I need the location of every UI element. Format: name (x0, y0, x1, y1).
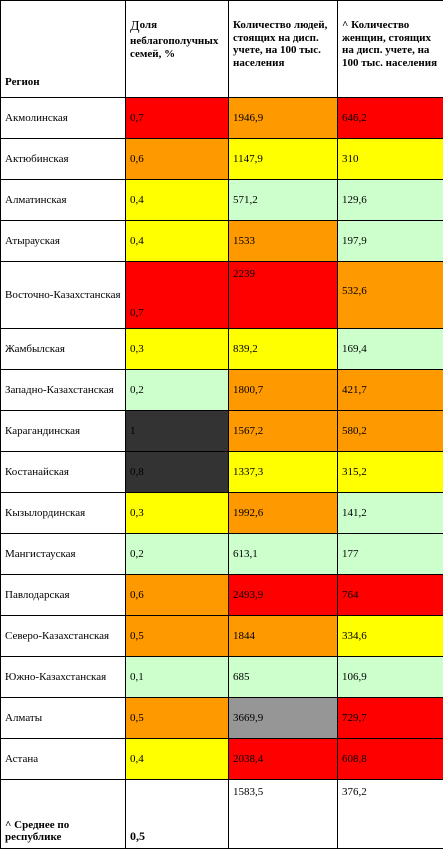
people-cell: 571,2 (229, 180, 338, 221)
share-cell: 0,6 (126, 139, 229, 180)
share-cell: 0,2 (126, 534, 229, 575)
table-row: Астана 0,4 2038,4 608,8 (1, 739, 443, 780)
region-cell: Алматы (1, 698, 126, 739)
table-row: Акмолинская 0,7 1946,9 646,2 (1, 98, 443, 139)
people-cell: 839,2 (229, 329, 338, 370)
women-cell: 421,7 (338, 370, 443, 411)
women-cell: 334,6 (338, 616, 443, 657)
women-cell: 141,2 (338, 493, 443, 534)
people-cell: 3669,9 (229, 698, 338, 739)
table-row: Костанайская 0,8 1337,3 315,2 (1, 452, 443, 493)
share-cell: 0,7 (126, 262, 229, 329)
people-cell: 1567,2 (229, 411, 338, 452)
share-cell: 0,3 (126, 493, 229, 534)
people-cell: 685 (229, 657, 338, 698)
region-cell: Костанайская (1, 452, 126, 493)
table-row: Карагандинская 1 1567,2 580,2 (1, 411, 443, 452)
table-row: Мангистауская 0,2 613,1 177 (1, 534, 443, 575)
average-row: ^ Среднее по республике 0,5 1583,5 376,2 (1, 780, 443, 849)
share-cell: 1 (126, 411, 229, 452)
region-cell: Астана (1, 739, 126, 780)
header-women: ^ Количество женщин, стоящих на дисп. уч… (338, 1, 443, 98)
women-cell: 608,8 (338, 739, 443, 780)
average-share: 0,5 (126, 780, 229, 849)
people-cell: 613,1 (229, 534, 338, 575)
women-cell: 532,6 (338, 262, 443, 329)
table-row: Западно-Казахстанская 0,2 1800,7 421,7 (1, 370, 443, 411)
women-cell: 580,2 (338, 411, 443, 452)
women-cell: 106,9 (338, 657, 443, 698)
women-cell: 177 (338, 534, 443, 575)
region-cell: Актюбинская (1, 139, 126, 180)
women-cell: 169,4 (338, 329, 443, 370)
header-row: Регион Доля неблагополучных семей, % Кол… (1, 1, 443, 98)
people-cell: 2493,9 (229, 575, 338, 616)
people-cell: 1992,6 (229, 493, 338, 534)
region-cell: Жамбылская (1, 329, 126, 370)
region-cell: Алматинская (1, 180, 126, 221)
region-cell: Акмолинская (1, 98, 126, 139)
people-cell: 1946,9 (229, 98, 338, 139)
share-cell: 0,4 (126, 180, 229, 221)
table-row: Павлодарская 0,6 2493,9 764 (1, 575, 443, 616)
header-region: Регион (1, 1, 126, 98)
people-cell: 2038,4 (229, 739, 338, 780)
people-cell: 1533 (229, 221, 338, 262)
women-cell: 315,2 (338, 452, 443, 493)
table-row: Атырауская 0,4 1533 197,9 (1, 221, 443, 262)
table-row: Восточно-Казахстанская 0,7 2239 532,6 (1, 262, 443, 329)
people-cell: 1844 (229, 616, 338, 657)
region-cell: Мангистауская (1, 534, 126, 575)
region-cell: Северо-Казахстанская (1, 616, 126, 657)
women-cell: 129,6 (338, 180, 443, 221)
table-row: Актюбинская 0,6 1147,9 310 (1, 139, 443, 180)
region-cell: Южно-Казахстанская (1, 657, 126, 698)
table-row: Южно-Казахстанская 0,1 685 106,9 (1, 657, 443, 698)
region-cell: Карагандинская (1, 411, 126, 452)
table-row: Кызылординская 0,3 1992,6 141,2 (1, 493, 443, 534)
people-cell: 2239 (229, 262, 338, 329)
share-cell: 0,6 (126, 575, 229, 616)
region-cell: Восточно-Казахстанская (1, 262, 126, 329)
table-row: Жамбылская 0,3 839,2 169,4 (1, 329, 443, 370)
header-share: Доля неблагополучных семей, % (126, 1, 229, 98)
share-cell: 0,5 (126, 698, 229, 739)
women-cell: 197,9 (338, 221, 443, 262)
people-cell: 1147,9 (229, 139, 338, 180)
table-row: Северо-Казахстанская 0,5 1844 334,6 (1, 616, 443, 657)
average-label: ^ Среднее по республике (1, 780, 126, 849)
share-cell: 0,7 (126, 98, 229, 139)
women-cell: 729,7 (338, 698, 443, 739)
header-share-rest: оля неблагополучных семей, % (130, 19, 218, 60)
region-cell: Кызылординская (1, 493, 126, 534)
women-cell: 310 (338, 139, 443, 180)
table-row: Алматинская 0,4 571,2 129,6 (1, 180, 443, 221)
share-cell: 0,8 (126, 452, 229, 493)
share-cell: 0,4 (126, 221, 229, 262)
share-cell: 0,1 (126, 657, 229, 698)
share-cell: 0,3 (126, 329, 229, 370)
people-cell: 1337,3 (229, 452, 338, 493)
women-cell: 646,2 (338, 98, 443, 139)
share-cell: 0,5 (126, 616, 229, 657)
table-row: Алматы 0,5 3669,9 729,7 (1, 698, 443, 739)
share-cell: 0,2 (126, 370, 229, 411)
region-cell: Атырауская (1, 221, 126, 262)
women-cell: 764 (338, 575, 443, 616)
header-share-prefix: Д (130, 19, 140, 34)
region-cell: Павлодарская (1, 575, 126, 616)
average-women: 376,2 (338, 780, 443, 849)
average-people: 1583,5 (229, 780, 338, 849)
people-cell: 1800,7 (229, 370, 338, 411)
share-cell: 0,4 (126, 739, 229, 780)
header-people: Количество людей, стоящих на дисп. учете… (229, 1, 338, 98)
region-cell: Западно-Казахстанская (1, 370, 126, 411)
